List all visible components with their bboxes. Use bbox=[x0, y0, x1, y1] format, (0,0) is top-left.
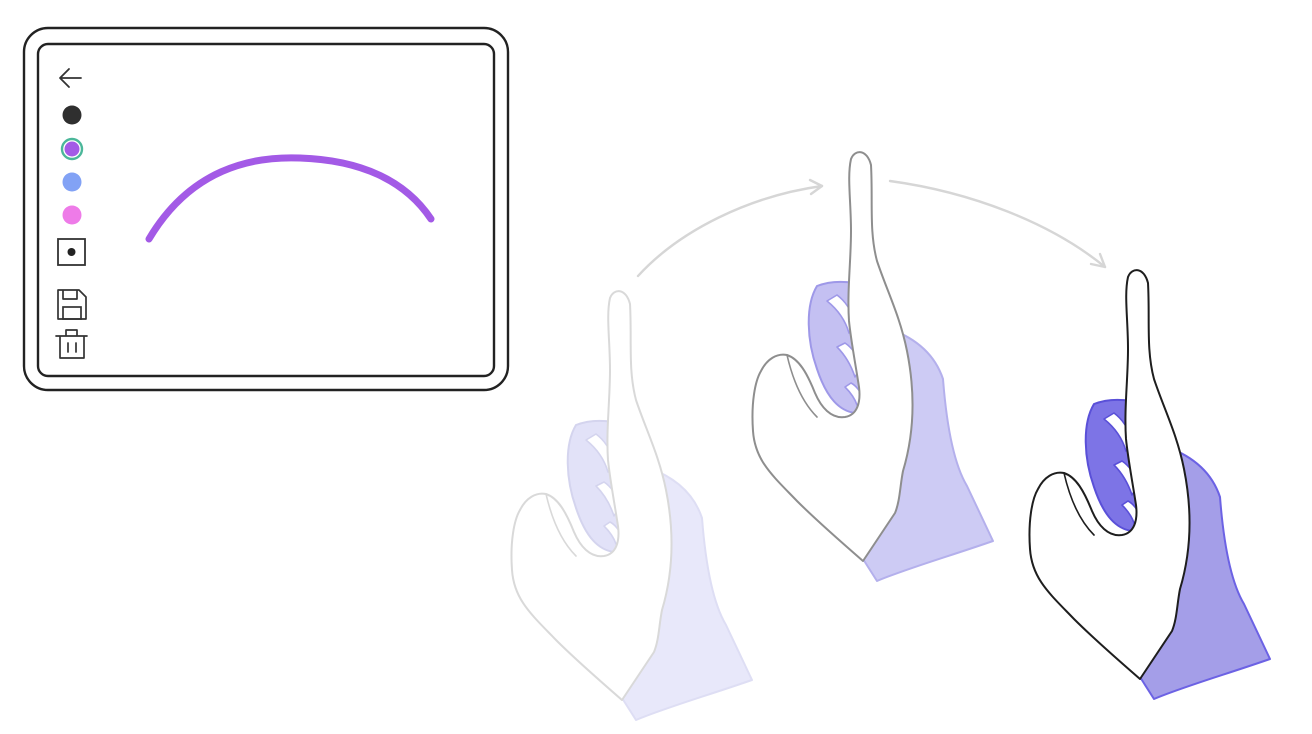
color-swatch-pink[interactable] bbox=[62, 205, 82, 225]
drawing-toolbar bbox=[55, 66, 88, 359]
hand-gesture-mid bbox=[751, 151, 994, 582]
selected-color-ring bbox=[60, 137, 84, 161]
color-swatch-blue[interactable] bbox=[62, 172, 82, 192]
tablet-device bbox=[22, 26, 510, 392]
back-arrow-icon[interactable] bbox=[56, 66, 84, 92]
motion-arrow-1-head bbox=[808, 178, 824, 196]
save-icon[interactable] bbox=[57, 289, 87, 320]
hand-gesture-current bbox=[1028, 269, 1271, 700]
gesture-motion-arrows bbox=[636, 178, 1107, 278]
motion-arrow-2 bbox=[888, 179, 1107, 269]
motion-arrow-2-head bbox=[1089, 252, 1107, 269]
color-swatch-black[interactable] bbox=[62, 105, 82, 125]
tablet-screen bbox=[36, 42, 496, 378]
trash-icon[interactable] bbox=[55, 329, 88, 359]
drawn-stroke bbox=[145, 154, 435, 243]
motion-arrow-1 bbox=[636, 184, 824, 278]
brush-size-icon[interactable] bbox=[57, 238, 86, 266]
color-swatch-purple[interactable] bbox=[64, 141, 80, 157]
hand-gesture-faded bbox=[510, 290, 753, 721]
